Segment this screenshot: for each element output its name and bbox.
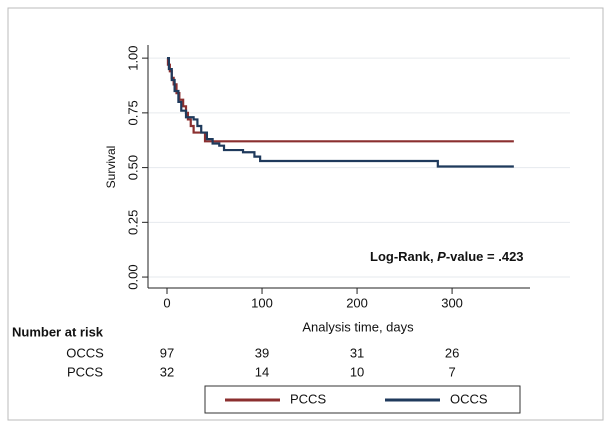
risk-value: 7 (448, 364, 455, 379)
frame (7, 7, 604, 421)
survival-line (167, 57, 514, 168)
risk-title: Number at risk (12, 324, 104, 339)
risk-value: 39 (255, 345, 269, 360)
annotation-prefix: Log-Rank, (370, 249, 437, 264)
risk-value: 97 (160, 345, 174, 360)
annotation: Log-Rank, P-value = .423 (370, 249, 524, 264)
y-tick-label: 0.25 (125, 210, 140, 235)
x-tick-label: 200 (346, 295, 368, 310)
x-tick-label: 0 (163, 295, 170, 310)
x-tick-label: 300 (441, 295, 463, 310)
legend-label: OCCS (450, 391, 488, 406)
survival-line (166, 57, 514, 143)
risk-value: 10 (350, 364, 364, 379)
risk-row-name: OCCS (66, 345, 104, 360)
annotation-suffix: -value = .423 (446, 249, 524, 264)
legend-label: PCCS (290, 391, 326, 406)
x-tick-label: 100 (251, 295, 273, 310)
risk-row-name: PCCS (67, 364, 103, 379)
y-axis-label: Survival (104, 146, 118, 189)
y-tick-label: 1.00 (125, 45, 140, 70)
annotation-italic: P (437, 249, 446, 264)
y-tick-label: 0.00 (125, 264, 140, 289)
risk-value: 31 (350, 345, 364, 360)
y-tick-label: 0.50 (125, 155, 140, 180)
risk-value: 14 (255, 364, 269, 379)
x-axis-label: Analysis time, days (302, 319, 414, 334)
y-tick-label: 0.75 (125, 100, 140, 125)
risk-value: 26 (445, 345, 459, 360)
risk-value: 32 (160, 364, 174, 379)
